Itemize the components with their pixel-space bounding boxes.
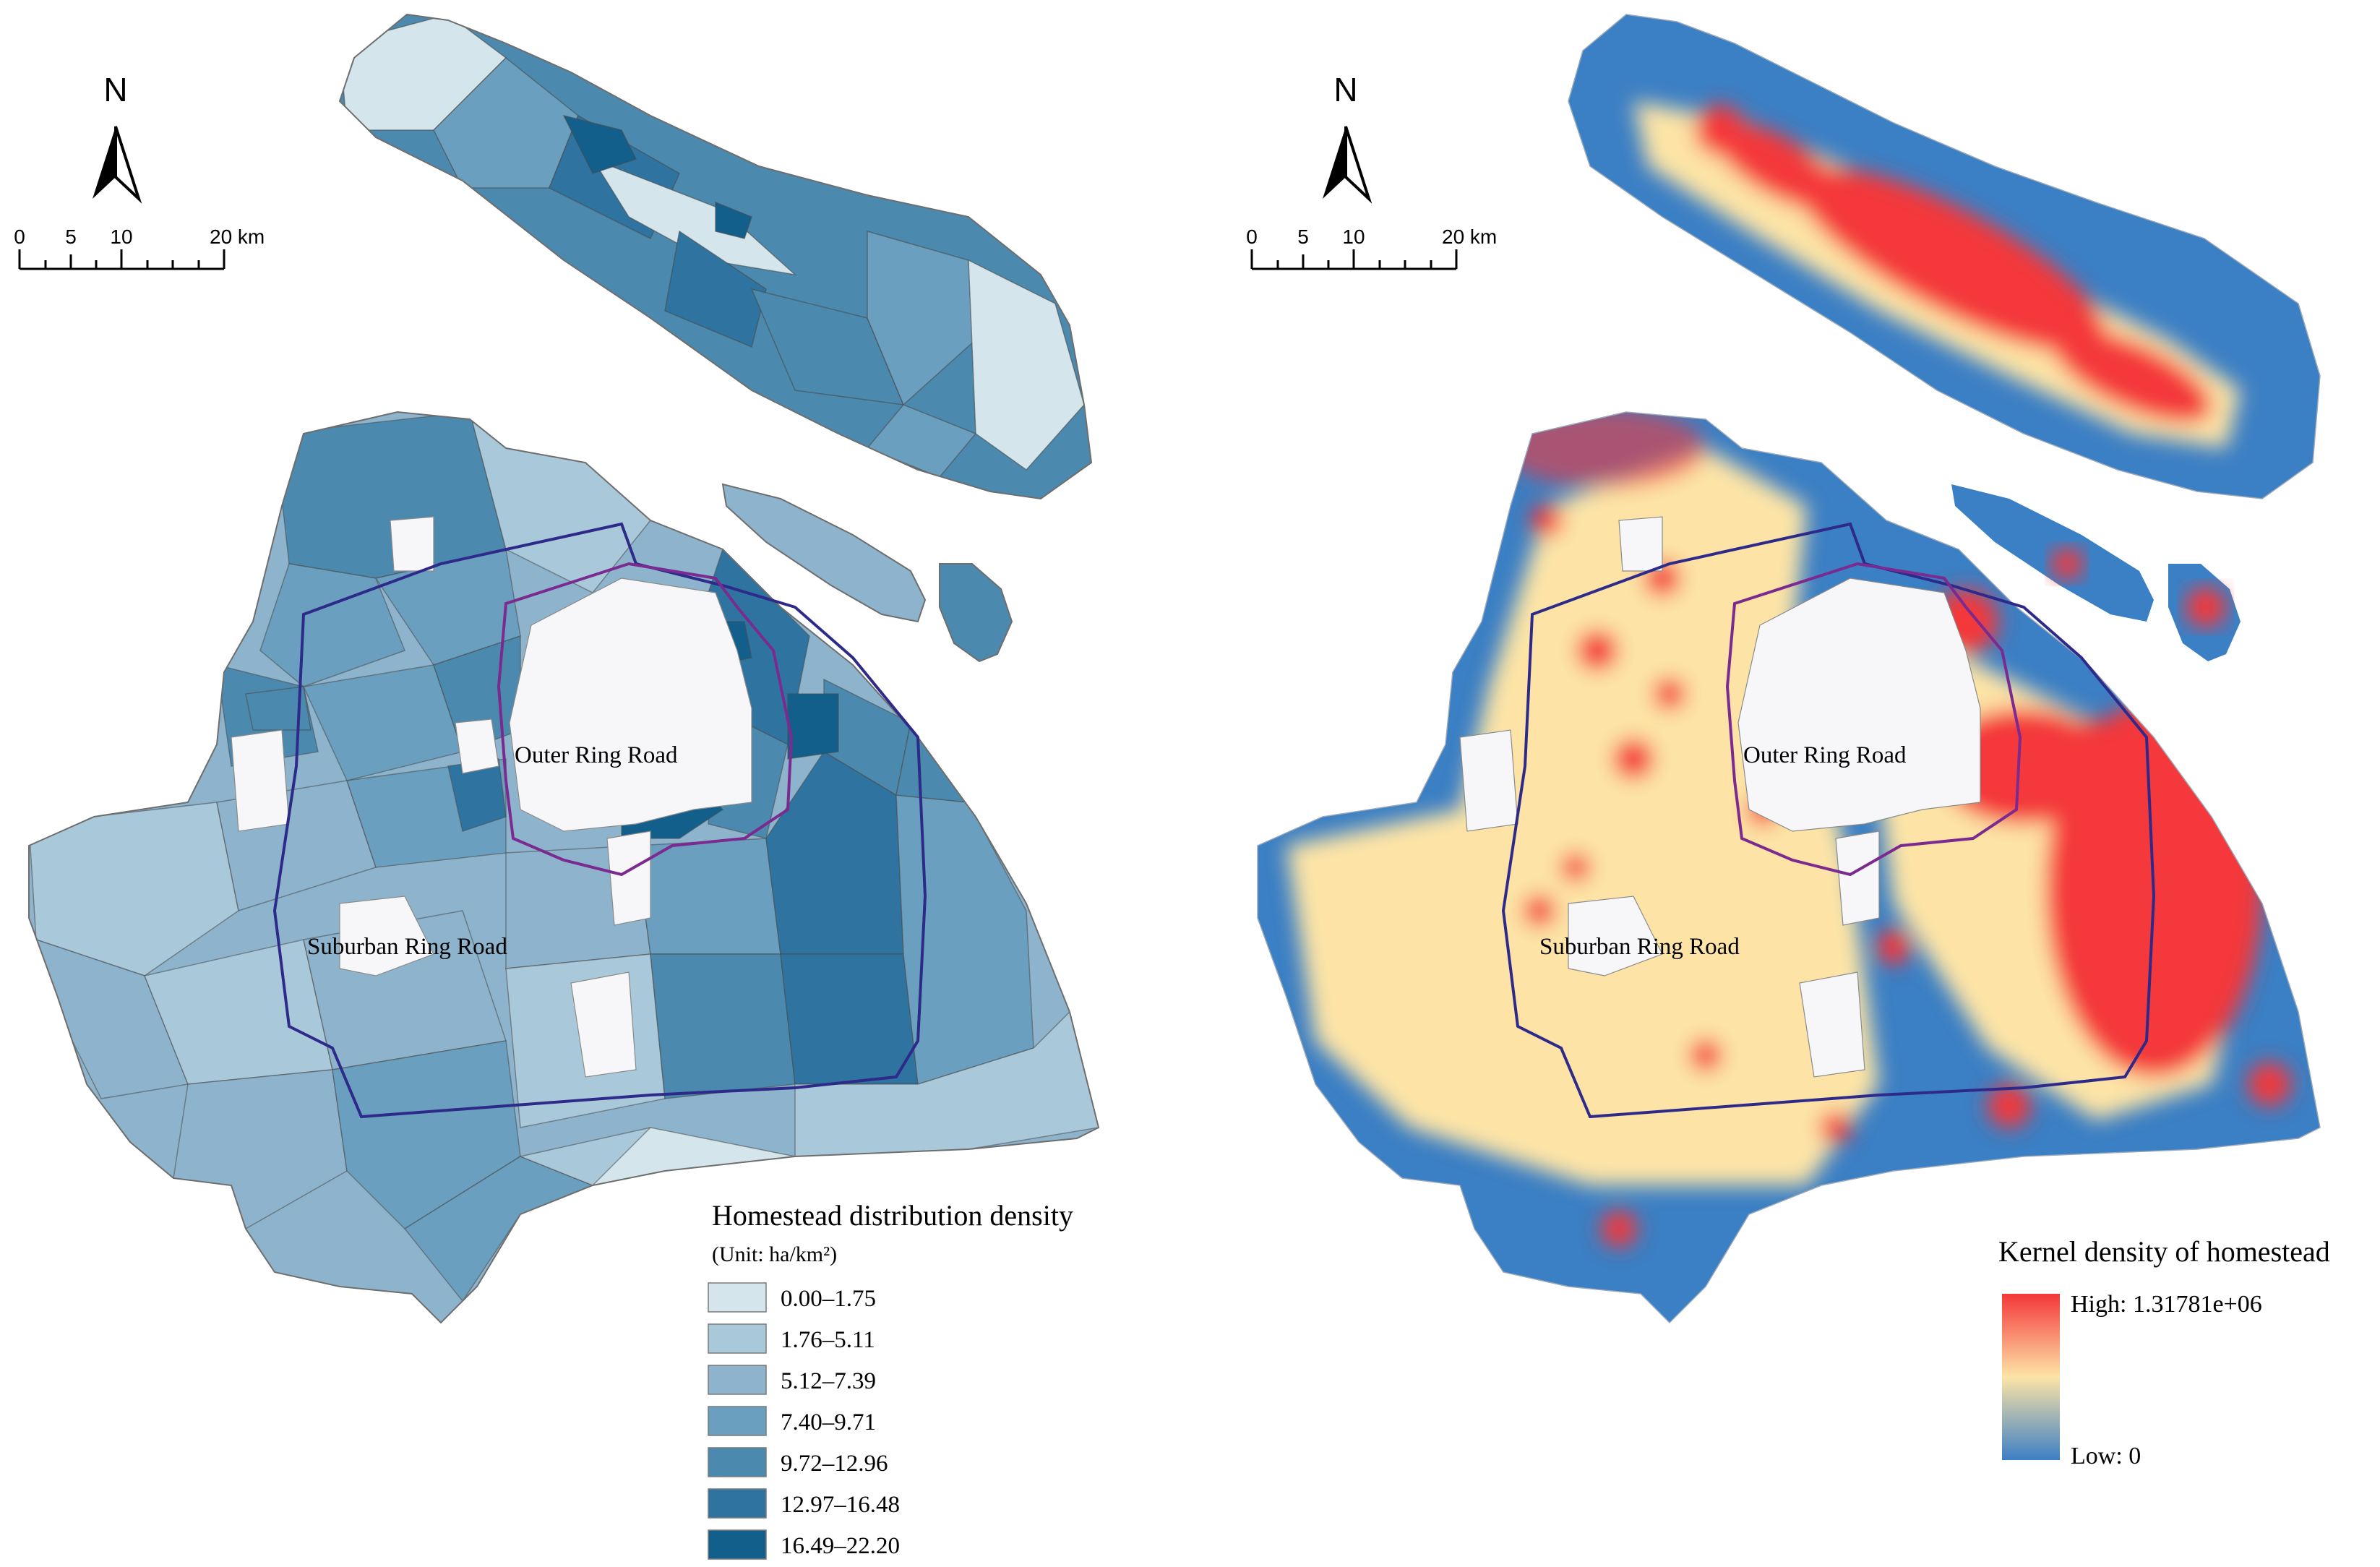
scale-label-20: 20 km xyxy=(1442,226,1497,248)
density-legend: Homestead distribution density (Unit: ha… xyxy=(708,1199,1073,1560)
legend-class-label-3: 7.40–9.71 xyxy=(781,1409,876,1435)
legend-swatch-3 xyxy=(708,1406,767,1436)
legend-swatch-0 xyxy=(708,1282,767,1313)
legend-class-label-5: 12.97–16.48 xyxy=(781,1492,900,1518)
north-arrow: N xyxy=(1323,71,1372,204)
legend-class-label-4: 9.72–12.96 xyxy=(781,1451,888,1477)
kernel-density-map-panel: N 0 5 10 20 km xyxy=(1246,14,2330,1469)
legend-swatch-4 xyxy=(708,1447,767,1477)
island-region xyxy=(339,14,1092,499)
scale-label-20: 20 km xyxy=(210,226,265,248)
legend-high-label: High: 1.31781e+06 xyxy=(2071,1291,2262,1318)
kernel-density-legend: Kernel density of homestead High: 1.3178… xyxy=(1998,1235,2330,1469)
north-label: N xyxy=(103,71,127,108)
legend-class-label-1: 1.76–5.11 xyxy=(781,1327,875,1353)
scale-label-10: 10 xyxy=(110,226,132,248)
scale-label-5: 5 xyxy=(65,226,77,248)
scale-bar xyxy=(1250,249,1458,270)
legend-swatch-1 xyxy=(708,1323,767,1354)
suburban-ring-road-label: Suburban Ring Road xyxy=(1539,934,1740,960)
scale-label-0: 0 xyxy=(1246,226,1258,248)
scale-label-5: 5 xyxy=(1297,226,1309,248)
scale-bar xyxy=(18,249,225,270)
legend-low-label: Low: 0 xyxy=(2071,1443,2141,1469)
legend-unit: (Unit: ha/km²) xyxy=(712,1242,837,1266)
outer-ring-road-label: Outer Ring Road xyxy=(1743,742,1907,768)
scale-label-0: 0 xyxy=(14,226,25,248)
legend-class-label-6: 16.49–22.20 xyxy=(781,1533,900,1559)
legend-class-label-2: 5.12–7.39 xyxy=(781,1368,876,1394)
legend-title: Homestead distribution density xyxy=(712,1199,1073,1232)
heat-island-region xyxy=(1568,14,2321,499)
suburban-ring-road-label: Suburban Ring Road xyxy=(307,934,507,960)
legend-swatch-2 xyxy=(708,1365,767,1395)
choropleth-map-panel: N 0 5 10 20 km xyxy=(14,14,1099,1560)
legend-swatch-5 xyxy=(708,1488,767,1519)
legend-title: Kernel density of homestead xyxy=(1998,1235,2330,1268)
scale-label-10: 10 xyxy=(1342,226,1365,248)
mainland-region xyxy=(28,411,1099,1323)
outer-ring-road-label: Outer Ring Road xyxy=(515,742,678,768)
small-islands xyxy=(1951,484,2241,661)
north-arrow: N xyxy=(93,71,142,204)
north-label: N xyxy=(1333,71,1357,108)
heat-mainland-region xyxy=(1257,411,2321,1323)
legend-swatch-6 xyxy=(708,1529,767,1560)
legend-class-label-0: 0.00–1.75 xyxy=(781,1286,876,1312)
legend-color-ramp xyxy=(2002,1294,2060,1460)
